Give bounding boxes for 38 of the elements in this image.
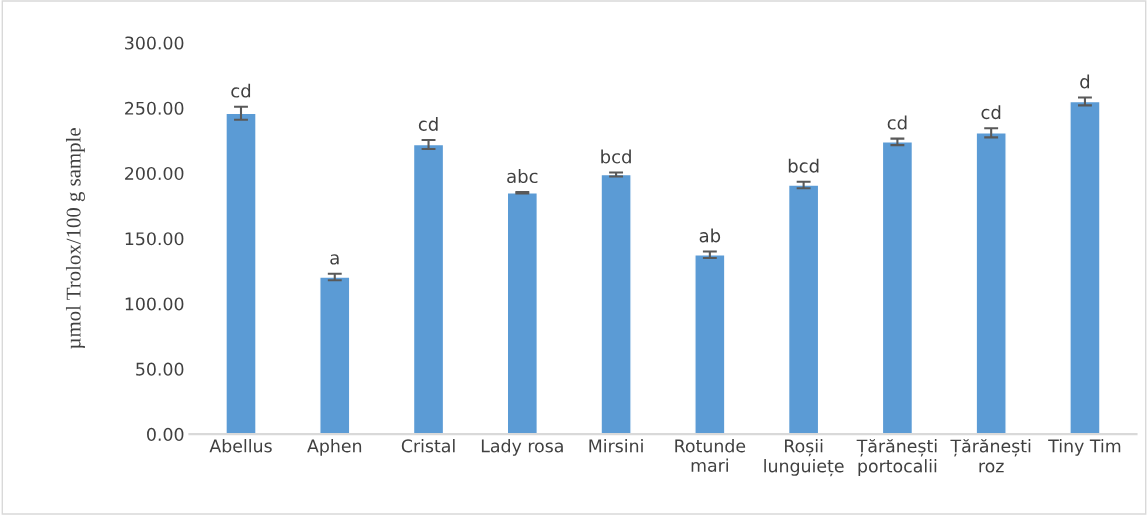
y-tick-label: 250.00: [125, 101, 184, 115]
x-tick-label: Aphen: [307, 439, 362, 456]
y-tick-label: 0.00: [147, 427, 184, 441]
annotation: d: [1080, 74, 1090, 89]
bar: [225, 112, 257, 435]
annotation: ab: [699, 228, 721, 243]
annotation: bcd: [601, 149, 631, 164]
bar: [1069, 100, 1101, 435]
annotation: cd: [887, 115, 907, 130]
annotation: cd: [981, 105, 1001, 120]
x-tick-label: Mirsini: [589, 439, 643, 453]
x-tick-label: Cristal: [401, 439, 455, 453]
y-axis-title: µmol Trolox/100 g sample: [65, 128, 85, 349]
x-tick-label: Roșii lunguiețe: [764, 439, 844, 477]
y-tick-label: 50.00: [136, 362, 184, 376]
annotation: bcd: [788, 158, 819, 173]
bar: [506, 192, 539, 435]
bar: [787, 184, 820, 435]
annotation: cd: [231, 83, 251, 98]
annotation: cd: [418, 116, 438, 131]
x-tick-label: Țărănești roz: [950, 439, 1031, 473]
x-tick-label: Abellus: [209, 439, 272, 453]
y-tick-label: 100.00: [125, 297, 184, 311]
x-tick-label: Tiny Tim: [1048, 439, 1121, 456]
x-tick-label: Țărănești portocalii: [856, 439, 937, 476]
annotation: abc: [507, 169, 538, 184]
bar: [319, 276, 351, 435]
x-tick-label: Rotunde mari: [675, 439, 746, 472]
bar: [694, 254, 726, 435]
bar: [881, 141, 914, 435]
y-tick-label: 200.00: [125, 166, 184, 181]
x-tick-label: Lady rosa: [481, 439, 563, 456]
bar: [412, 143, 445, 435]
annotation: a: [330, 254, 339, 265]
bar: [975, 132, 1007, 435]
bar: [600, 173, 632, 435]
y-tick-label: 300.00: [125, 36, 184, 50]
y-tick-label: 150.00: [125, 232, 184, 246]
